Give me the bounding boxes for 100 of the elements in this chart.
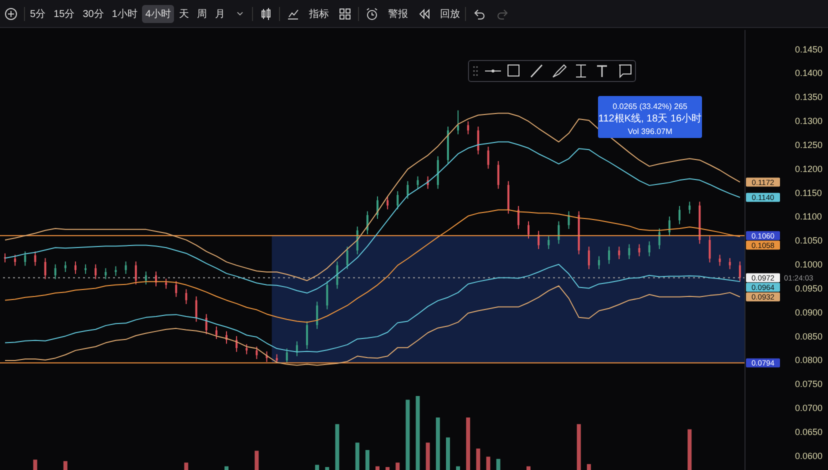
bar [466,417,470,470]
candlestick [738,260,741,282]
bar [184,462,188,470]
candlestick [34,250,36,266]
candlestick [246,344,248,355]
candlestick [366,210,368,235]
bar [456,466,460,470]
text: 5分 [29,8,47,22]
line-series [4,112,740,282]
y-tick-label: 0.1350 [795,92,823,102]
candlestick [326,280,328,310]
bar [426,442,430,470]
candlestick [74,260,76,274]
bar [486,456,490,470]
candlestick [386,196,389,210]
candlestick [588,246,590,270]
bar [688,429,692,470]
candlestick [718,254,721,266]
bar [325,467,330,470]
candlestick [678,206,681,225]
candlestick [416,176,419,190]
y-tick-label: 0.0900 [795,307,823,318]
text: 4小时 [142,4,174,22]
candlestick [94,264,97,280]
text: 警报 [386,8,409,22]
candlestick [628,244,630,260]
y-tick-label: 0.1250 [795,140,823,150]
candlestick [256,346,258,360]
text: 周 [196,8,208,22]
bar [416,396,420,470]
candlestick [477,126,480,155]
candlestick [144,271,147,285]
bar [576,424,581,470]
candlestick [517,206,520,230]
annotation: 112根K线, 18天 16小时 [598,112,702,124]
bar [386,467,390,470]
candlestick [114,266,117,276]
candlestick [467,120,470,135]
candlestick [84,264,87,274]
candlestick [688,201,691,214]
candlestick [24,250,26,266]
candlestick [124,260,127,274]
y-tick-label: 0.1100 [795,212,822,222]
y-tick-label: 0.0850 [795,331,823,342]
candlestick [528,220,530,240]
candlestick [558,220,560,244]
candlestick [487,146,490,170]
candlestick [205,314,208,335]
candlestick [618,246,620,260]
bar [476,448,480,470]
candlestick [497,160,500,190]
bar [496,458,500,470]
bar [33,460,38,470]
candlestick [598,256,600,270]
y-tick-label: 0.1400 [795,68,823,78]
candlestick [336,260,338,290]
candlestick [538,230,540,250]
candlestick [175,280,178,298]
candlestick [185,288,188,305]
candlestick [668,216,670,237]
annotation: Vol 396.07M [628,127,673,136]
line-series [4,285,740,366]
y-tick-label: 0.0600 [795,450,823,461]
candlestick [638,244,640,257]
candlestick [286,348,288,363]
candlestick [548,236,550,250]
bar [355,442,360,470]
text: 指标 [308,8,330,22]
y-tick-label: 0.0950 [795,283,823,294]
candlestick [14,254,16,266]
y-tick-label: 0.1300 [795,116,823,126]
bar [254,450,259,470]
bar [315,464,320,470]
bar [365,450,370,470]
candlestick [215,326,218,340]
bar [526,466,531,470]
y-tick-label: 0.1450 [795,44,823,54]
y-tick-label: 0.0800 [795,355,823,366]
candlestick [728,258,731,270]
y-tick-label: 0.1150 [795,188,822,198]
text: 天 [178,8,190,22]
text: 30分 [82,8,105,22]
y-tick-label: 0.0650 [795,426,823,437]
candlestick [396,190,399,210]
candlestick [306,320,308,350]
candlestick [104,268,107,280]
bar [446,437,450,470]
candlestick [608,246,610,264]
candlestick [457,110,460,135]
candlestick [346,246,348,270]
candlestick [406,180,409,200]
candlestick [195,296,198,322]
y-tick-label: 0.1200 [795,164,823,174]
text: 1小时 [110,8,138,22]
line-series [4,264,740,352]
candlestick [134,260,137,285]
y-tick-label: 0.0700 [795,403,823,414]
bar [586,464,591,470]
bar [396,462,400,470]
y-tick-label: 0.1000 [795,260,823,270]
